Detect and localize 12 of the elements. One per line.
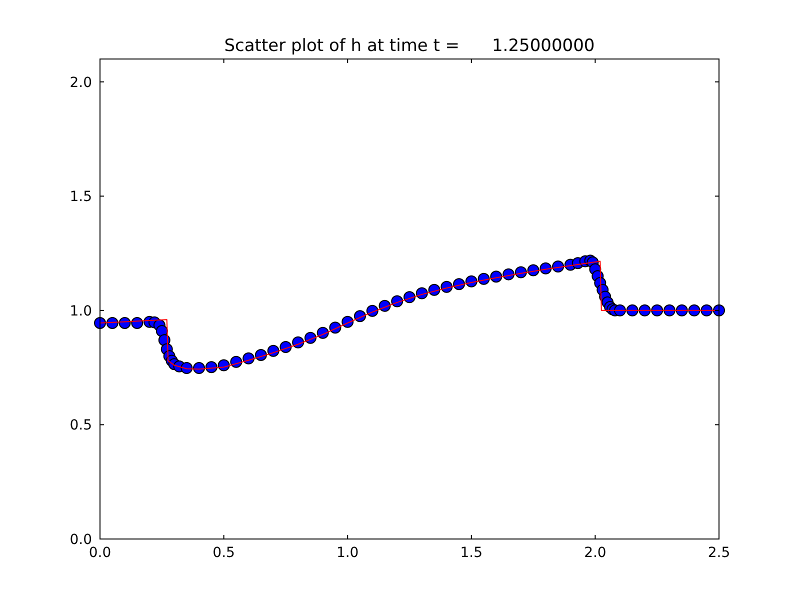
y-tick-label: 1.0 (70, 303, 92, 320)
x-tick-label: 2.0 (584, 545, 606, 561)
x-tick-label: 0.0 (88, 545, 112, 561)
x-tick-label: 0.5 (212, 545, 235, 561)
x-tick-label: 1.5 (460, 545, 483, 561)
y-tick-label: 0.5 (70, 418, 92, 434)
y-tick-label: 1.5 (70, 189, 92, 206)
x-tick-label: 2.5 (708, 545, 730, 561)
x-tick-label: 1.0 (336, 545, 359, 561)
y-tick-label: 2.0 (70, 74, 92, 91)
y-tick-label: 0.0 (70, 532, 92, 548)
chart-title: Scatter plot of h at time t = 1.25000000 (224, 36, 595, 56)
